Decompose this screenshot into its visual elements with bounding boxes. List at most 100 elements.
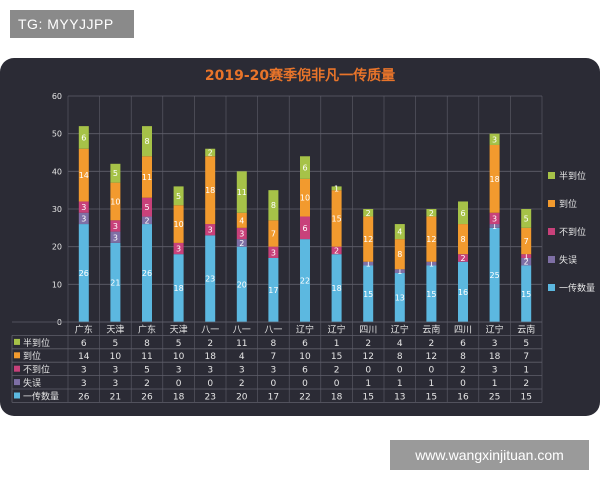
table-cell: 0 (460, 379, 466, 389)
data-label: 5 (113, 169, 118, 178)
data-label: 3 (492, 135, 497, 144)
table-cell: 2 (523, 379, 529, 389)
data-label: 8 (271, 201, 276, 210)
table-legend-swatch (14, 352, 20, 359)
bar-segment (331, 254, 342, 322)
bar-segment (331, 186, 342, 191)
table-cell: 3 (492, 366, 498, 376)
table-cell: 1 (365, 379, 371, 389)
table-cell: 3 (492, 339, 498, 349)
legend-swatch (548, 284, 555, 291)
table-cell: 7 (523, 352, 529, 362)
table-cell: 10 (110, 352, 122, 362)
table-cell: 18 (204, 352, 216, 362)
data-label: 4 (397, 228, 402, 237)
legend-swatch (548, 172, 555, 179)
legend-label: 不到位 (559, 226, 586, 238)
table-legend-swatch (14, 392, 20, 399)
data-label: 26 (79, 269, 89, 278)
bar-segment (363, 216, 374, 262)
bar-segment (236, 246, 247, 322)
data-label: 25 (490, 271, 500, 280)
data-label: 3 (492, 214, 497, 223)
category-label: 八一 (201, 325, 219, 335)
data-label: 14 (79, 171, 89, 180)
table-cell: 5 (144, 366, 150, 376)
data-label: 3 (81, 214, 86, 223)
data-label: 3 (81, 203, 86, 212)
legend-swatch (548, 200, 555, 207)
stacked-bar-chart: 2019-20赛季倪非凡一传质量010203040506026331462133… (11, 67, 595, 403)
bar-segment (489, 227, 500, 322)
bar-segment (331, 190, 342, 247)
table-cell: 2 (429, 339, 435, 349)
data-label: 11 (142, 173, 152, 182)
bar-segment (363, 209, 374, 217)
data-label: 3 (208, 226, 213, 235)
table-cell: 15 (331, 352, 342, 362)
category-label: 八一 (233, 325, 251, 335)
bar-segment (521, 227, 532, 255)
category-label: 四川 (359, 325, 377, 335)
table-cell: 8 (144, 339, 150, 349)
table-cell: 20 (236, 392, 248, 402)
bar-segment (458, 254, 468, 262)
table-cell: 2 (365, 339, 371, 349)
bar-segment (142, 126, 152, 157)
data-label: 6 (81, 133, 86, 142)
bar-segment (268, 220, 279, 247)
table-cell: 8 (460, 352, 466, 362)
data-label: 8 (397, 250, 402, 259)
bar-segment (426, 209, 437, 217)
table-cell: 3 (207, 366, 213, 376)
table-cell: 8 (271, 339, 277, 349)
data-label: 7 (524, 237, 529, 246)
y-tick-label: 50 (52, 130, 62, 139)
table-cell: 8 (397, 352, 403, 362)
data-label: 6 (302, 224, 307, 233)
bar-segment (300, 178, 310, 217)
bar-segment (78, 126, 89, 149)
data-label: 5 (144, 203, 149, 212)
bar-segment (110, 220, 121, 232)
bar-segment (268, 257, 279, 322)
table-cell: 10 (173, 352, 185, 362)
table-cell: 0 (397, 366, 403, 376)
table-row-label: 半到位 (23, 337, 50, 349)
table-cell: 1 (523, 366, 529, 376)
table-cell: 18 (331, 392, 343, 402)
table-cell: 11 (141, 352, 152, 362)
table-cell: 1 (334, 339, 340, 349)
table-cell: 12 (362, 352, 373, 362)
table-cell: 15 (520, 392, 531, 402)
bar-segment (521, 209, 532, 228)
bar-segment (268, 190, 279, 221)
bar-segment (78, 224, 89, 322)
data-label: 15 (521, 290, 531, 299)
legend-swatch (548, 228, 555, 235)
table-cell: 22 (299, 392, 310, 402)
bar-segment (205, 224, 216, 236)
data-label: 5 (176, 192, 181, 201)
category-label: 广东 (75, 323, 93, 335)
bar-segment (78, 212, 89, 225)
category-label: 四川 (454, 325, 472, 335)
table-cell: 0 (302, 379, 308, 389)
bar-segment (110, 163, 121, 183)
table-row-label: 到位 (23, 350, 41, 362)
table-cell: 25 (489, 392, 500, 402)
data-label: 6 (302, 164, 307, 173)
data-label: 18 (332, 284, 342, 293)
data-label: 1 (397, 267, 402, 276)
table-cell: 23 (204, 392, 215, 402)
table-legend-swatch (14, 379, 20, 386)
data-label: 10 (174, 220, 184, 229)
table-row-label: 失误 (23, 377, 41, 389)
data-label: 2 (524, 258, 529, 267)
data-label: 4 (239, 216, 244, 225)
table-cell: 2 (239, 379, 245, 389)
table-cell: 4 (239, 352, 245, 362)
table-cell: 13 (394, 392, 405, 402)
category-label: 云南 (517, 323, 535, 335)
table-cell: 12 (426, 352, 437, 362)
